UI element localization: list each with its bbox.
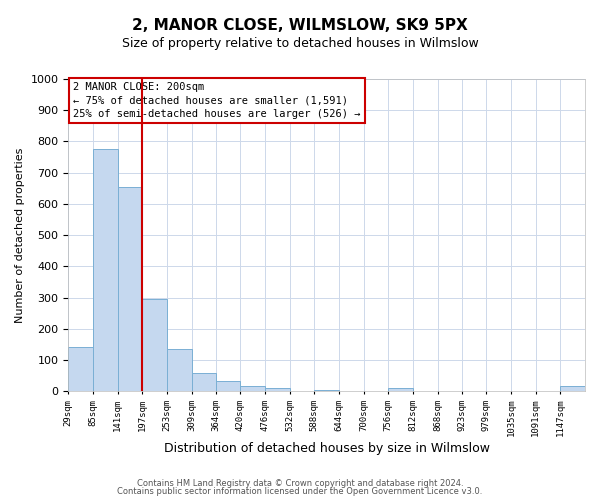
Text: Size of property relative to detached houses in Wilmslow: Size of property relative to detached ho… [122, 38, 478, 51]
Bar [142, 299, 167, 391]
Bar [93, 149, 118, 391]
Text: Contains public sector information licensed under the Open Government Licence v3: Contains public sector information licen… [118, 487, 482, 496]
Bar [314, 390, 339, 391]
Text: 2 MANOR CLOSE: 200sqm
← 75% of detached houses are smaller (1,591)
25% of semi-d: 2 MANOR CLOSE: 200sqm ← 75% of detached … [73, 82, 361, 118]
Bar [118, 186, 142, 391]
Bar [388, 388, 413, 391]
Bar [167, 349, 191, 391]
Bar [241, 386, 265, 391]
Y-axis label: Number of detached properties: Number of detached properties [15, 148, 25, 323]
Text: 2, MANOR CLOSE, WILMSLOW, SK9 5PX: 2, MANOR CLOSE, WILMSLOW, SK9 5PX [132, 18, 468, 32]
Bar [265, 388, 290, 391]
Bar [191, 374, 216, 391]
Bar [216, 381, 241, 391]
X-axis label: Distribution of detached houses by size in Wilmslow: Distribution of detached houses by size … [164, 442, 490, 455]
Bar [68, 348, 93, 391]
Text: Contains HM Land Registry data © Crown copyright and database right 2024.: Contains HM Land Registry data © Crown c… [137, 478, 463, 488]
Bar [560, 386, 585, 391]
